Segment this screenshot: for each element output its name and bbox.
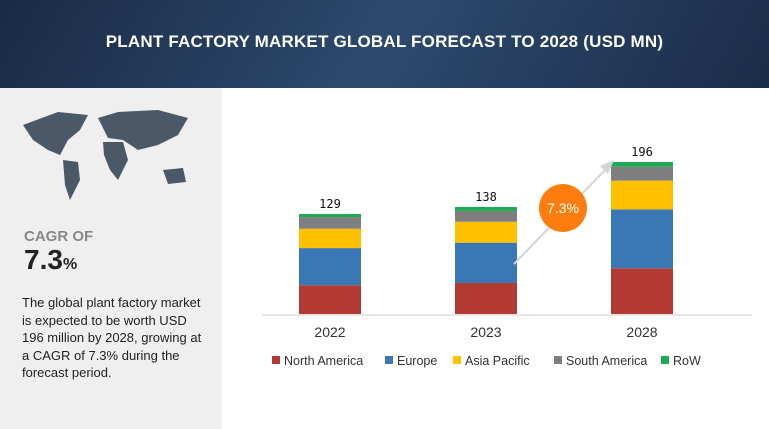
bar-segment	[455, 207, 517, 211]
arrow-head	[600, 160, 614, 174]
legend-swatch	[272, 356, 280, 364]
cagr-label: CAGR OF	[24, 228, 94, 245]
x-tick-label: 2022	[314, 324, 345, 340]
legend-swatch	[661, 356, 669, 364]
legend-label: Europe	[397, 354, 437, 368]
legend-swatch	[554, 356, 562, 364]
bar-segment	[299, 228, 361, 249]
total-label: 196	[631, 145, 653, 159]
legend-label: North America	[284, 354, 363, 368]
description: The global plant factory market is expec…	[22, 295, 202, 380]
bar-segment	[611, 268, 673, 314]
bar-segment	[611, 209, 673, 269]
bar-segment	[455, 282, 517, 314]
bar-segment	[299, 248, 361, 286]
bar-segment	[611, 180, 673, 210]
stacked-bar-chart: 129 2022 138 2023 196 2028 7.3% North America Eu…	[262, 145, 752, 368]
cagr-value: 7.3%	[24, 244, 77, 276]
cagr-badge-label: 7.3%	[547, 200, 579, 216]
x-tick-label: 2028	[626, 324, 657, 340]
header-banner: PLANT FACTORY MARKET GLOBAL FORECAST TO …	[0, 0, 769, 88]
bar-segment	[299, 217, 361, 229]
bar-segment	[455, 242, 517, 283]
x-tick-label: 2023	[470, 324, 501, 340]
cagr-badge	[539, 184, 587, 232]
bar-segment	[299, 214, 361, 218]
legend-swatch	[385, 356, 393, 364]
total-label: 129	[319, 197, 341, 211]
bar-segment	[299, 285, 361, 314]
bar-segment	[611, 162, 673, 167]
legend-label: Asia Pacific	[465, 354, 530, 368]
cagr-unit: %	[62, 256, 78, 273]
cagr-number: 7.3	[24, 244, 63, 275]
legend-label: South America	[566, 354, 647, 368]
chart-title: PLANT FACTORY MARKET GLOBAL FORECAST TO …	[105, 32, 664, 51]
legend-label: RoW	[673, 354, 701, 368]
world-map-icon	[23, 110, 188, 200]
total-label: 138	[475, 190, 497, 204]
bar-segment	[611, 166, 673, 181]
legend-swatch	[453, 356, 461, 364]
bar-segment	[455, 221, 517, 243]
bar-segment	[455, 210, 517, 222]
